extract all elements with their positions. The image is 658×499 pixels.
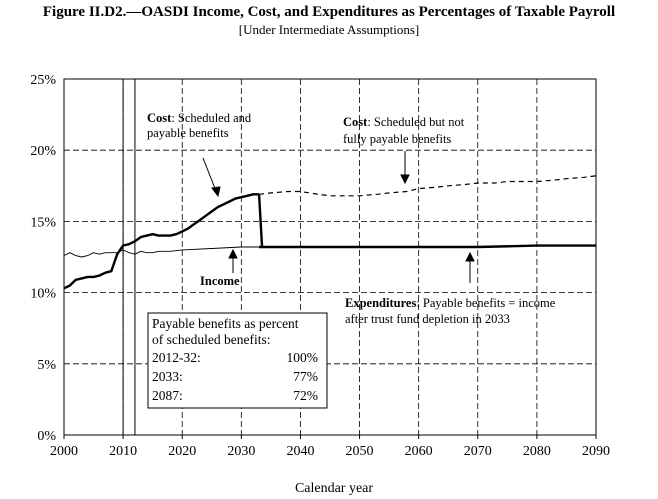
y-tick-label: 20% [30, 144, 56, 159]
y-tick-label: 10% [30, 287, 56, 302]
x-tick-label: 2080 [523, 444, 551, 459]
y-tick-label: 25% [30, 73, 56, 88]
annotation-expenditures: Expenditures: Payable benefits = income [345, 296, 556, 310]
x-tick-label: 2000 [50, 444, 78, 459]
arrow-head-expenditures [465, 251, 475, 262]
box-row-value-0: 100% [287, 350, 319, 365]
x-tick-label: 2020 [168, 444, 196, 459]
x-tick-label: 2060 [405, 444, 433, 459]
x-axis-label: Calendar year [295, 481, 373, 496]
payable-benefits-box: Payable benefits as percent of scheduled… [147, 312, 328, 409]
series-drop-depletion [257, 194, 264, 248]
plot-frame [63, 78, 597, 436]
x-tick-label: 2090 [582, 444, 610, 459]
chart-subtitle: [Under Intermediate Assumptions] [238, 22, 420, 37]
x-tick-label: 2030 [227, 444, 255, 459]
axis-ticks: 0% 5% 10% 15% 20% 25% 2000 2010 2020 2030 2040 2050… [30, 73, 610, 459]
box-row-label-1: 2033: [152, 369, 183, 384]
grid-lines [64, 79, 596, 435]
annotation-cost-payable-line2: payable benefits [147, 126, 229, 140]
y-tick-label: 15% [30, 215, 56, 230]
box-header-line1: Payable benefits as percent [152, 316, 299, 331]
series-lines [63, 175, 597, 290]
y-tick-label: 5% [37, 358, 56, 373]
annotation-cost-payable: Cost: Scheduled and [147, 111, 252, 125]
arrow-head-cost-unpayable [400, 174, 410, 185]
box-row-label-2: 2087: [152, 388, 183, 403]
box-row-label-0: 2012-32: [152, 350, 201, 365]
y-tick-label: 0% [37, 429, 56, 444]
box-header-line2: of scheduled benefits: [152, 332, 270, 347]
annotation-income: Income [200, 274, 240, 288]
annotation-expenditures-line2: after trust fund depletion in 2033 [345, 312, 510, 326]
box-row-value-2: 72% [293, 388, 318, 403]
box-row-value-1: 77% [293, 369, 318, 384]
chart-title: Figure II.D2.—OASDI Income, Cost, and Ex… [42, 4, 616, 20]
vertical-markers [122, 79, 136, 435]
series-line-cost-thick-solid [63, 193, 260, 290]
series-line-cost-dashed [259, 175, 597, 197]
x-tick-label: 2040 [286, 444, 314, 459]
x-tick-label: 2010 [109, 444, 137, 459]
annotation-arrows [202, 151, 475, 283]
series-line-expenditures-thick-solid [259, 244, 596, 249]
x-tick-label: 2050 [346, 444, 374, 459]
annotation-cost-unpayable-line2: fully payable benefits [343, 132, 451, 146]
arrow-head-income [228, 248, 238, 259]
annotation-cost-unpayable: Cost: Scheduled but not [343, 115, 465, 129]
arrow-head-cost-payable [211, 186, 221, 198]
x-tick-label: 2070 [464, 444, 492, 459]
